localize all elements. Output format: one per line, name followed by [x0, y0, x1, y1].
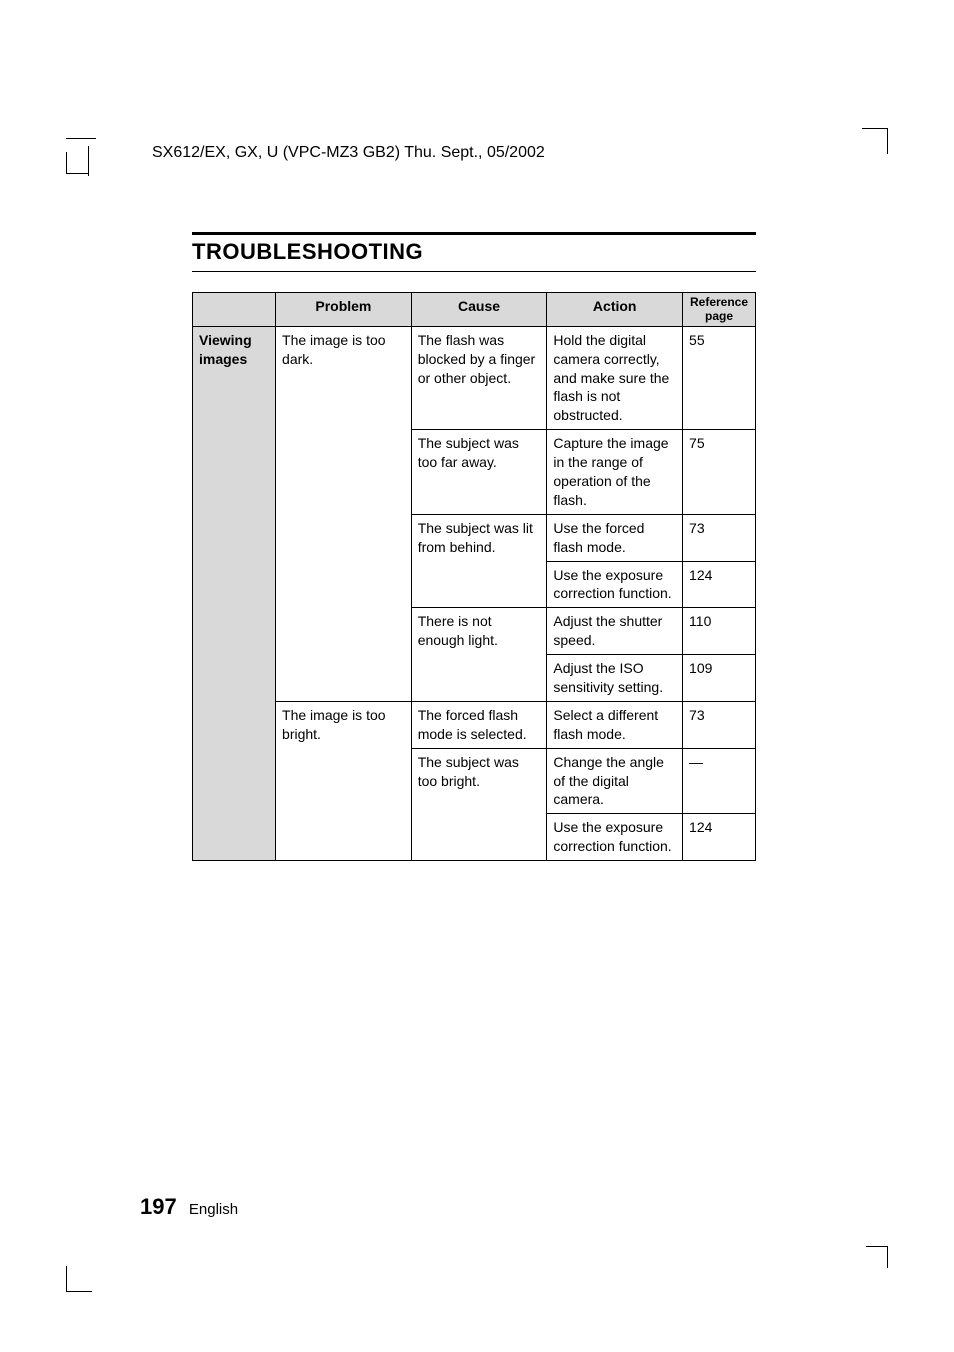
title-rule-top: [192, 232, 756, 235]
page-number: 197: [140, 1194, 177, 1219]
cell-cause: The subject was too bright.: [411, 748, 547, 860]
cell-ref: 109: [683, 655, 756, 702]
cell-ref: 110: [683, 608, 756, 655]
page-footer: 197 English: [140, 1194, 238, 1220]
cell-ref: —: [683, 748, 756, 814]
cell-ref: 55: [683, 326, 756, 429]
cell-ref: 75: [683, 430, 756, 515]
page-content: TROUBLESHOOTING Problem Cause Action Ref…: [192, 232, 756, 861]
th-problem: Problem: [276, 293, 412, 327]
title-rule-bottom: [192, 271, 756, 272]
th-blank: [193, 293, 276, 327]
cell-ref: 124: [683, 561, 756, 608]
header-text: SX612/EX, GX, U (VPC-MZ3 GB2) Thu. Sept.…: [152, 144, 545, 162]
cell-cause: The flash was blocked by a finger or oth…: [411, 326, 547, 429]
cell-cause: The subject was too far away.: [411, 430, 547, 515]
cell-ref: 73: [683, 701, 756, 748]
th-cause: Cause: [411, 293, 547, 327]
table-row: Viewing images The image is too dark. Th…: [193, 326, 756, 429]
cell-problem: The image is too dark.: [276, 326, 412, 701]
crop-box-top-right: [862, 128, 888, 154]
cell-action: Adjust the ISO sensitivity setting.: [547, 655, 683, 702]
cell-action: Adjust the shutter speed.: [547, 608, 683, 655]
cell-action: Capture the image in the range of operat…: [547, 430, 683, 515]
cell-action: Select a different flash mode.: [547, 701, 683, 748]
cell-problem: The image is too bright.: [276, 701, 412, 860]
page-title: TROUBLESHOOTING: [192, 239, 756, 265]
th-action: Action: [547, 293, 683, 327]
cell-cause: There is not enough light.: [411, 608, 547, 702]
table-header-row: Problem Cause Action Reference page: [193, 293, 756, 327]
table-row: The image is too bright. The forced flas…: [193, 701, 756, 748]
cell-ref: 73: [683, 514, 756, 561]
cell-action: Use the exposure correction function.: [547, 814, 683, 861]
cell-action: Use the forced flash mode.: [547, 514, 683, 561]
cell-cause: The forced flash mode is selected.: [411, 701, 547, 748]
cell-action: Hold the digital camera correctly, and m…: [547, 326, 683, 429]
footer-language: English: [189, 1201, 238, 1218]
crop-box-top-left: [66, 152, 88, 174]
crop-box-bottom-right: [866, 1246, 888, 1268]
cell-action: Change the angle of the digital camera.: [547, 748, 683, 814]
th-reference: Reference page: [683, 293, 756, 327]
cell-action: Use the exposure correction function.: [547, 561, 683, 608]
crop-box-bottom-left: [66, 1266, 92, 1292]
title-block: TROUBLESHOOTING: [192, 232, 756, 272]
troubleshooting-table: Problem Cause Action Reference page View…: [192, 292, 756, 861]
cell-cause: The subject was lit from behind.: [411, 514, 547, 608]
cell-ref: 124: [683, 814, 756, 861]
row-category: Viewing images: [193, 326, 276, 860]
